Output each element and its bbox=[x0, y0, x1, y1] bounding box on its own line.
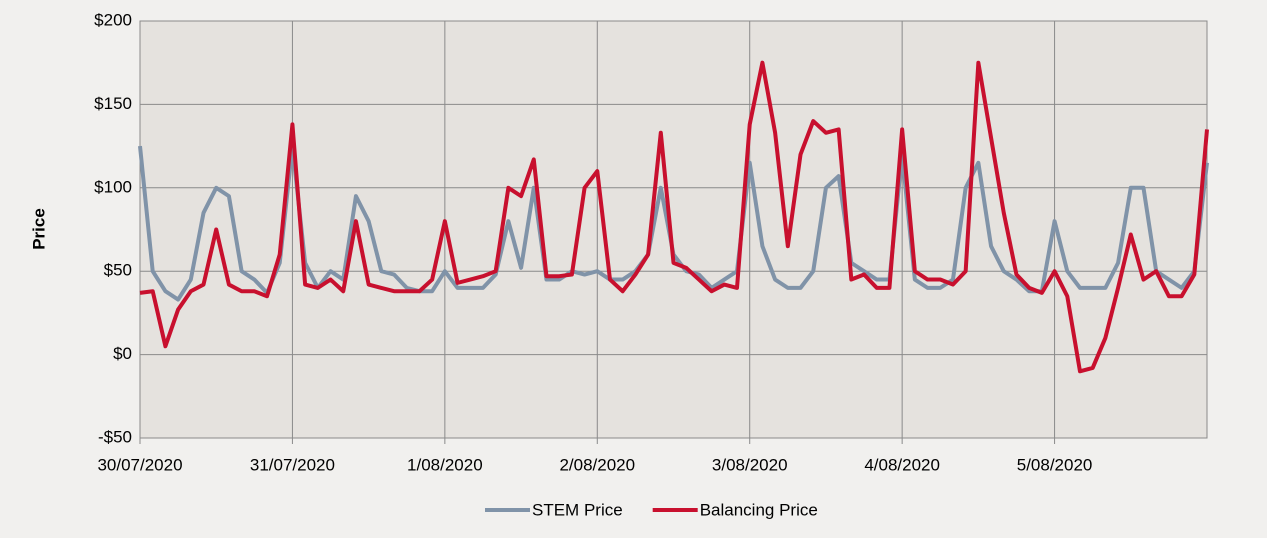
y-tick-label: $50 bbox=[104, 261, 132, 280]
x-tick-label: 1/08/2020 bbox=[407, 455, 483, 474]
x-tick-label: 31/07/2020 bbox=[250, 455, 335, 474]
series-line bbox=[139, 60, 1209, 374]
x-tick-label: 30/07/2020 bbox=[97, 455, 182, 474]
y-tick-label: $100 bbox=[94, 177, 132, 196]
x-tick-label: 2/08/2020 bbox=[559, 455, 635, 474]
x-tick-label: 3/08/2020 bbox=[712, 455, 788, 474]
y-axis-label: Price bbox=[29, 208, 48, 250]
plot-area bbox=[140, 21, 1207, 438]
y-tick-label: $150 bbox=[94, 94, 132, 113]
legend-label: STEM Price bbox=[532, 500, 623, 519]
legend-label: Balancing Price bbox=[700, 500, 818, 519]
x-tick-label: 5/08/2020 bbox=[1017, 455, 1093, 474]
x-tick-label: 4/08/2020 bbox=[864, 455, 940, 474]
y-tick-label: -$50 bbox=[98, 427, 132, 446]
y-tick-label: $200 bbox=[94, 10, 132, 29]
y-tick-label: $0 bbox=[113, 344, 132, 363]
plot-border bbox=[139, 20, 1208, 439]
